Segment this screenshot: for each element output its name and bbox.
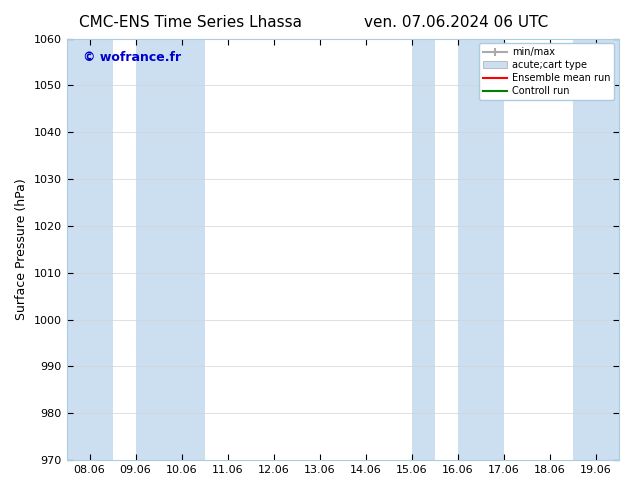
Text: ven. 07.06.2024 06 UTC: ven. 07.06.2024 06 UTC [365,15,548,30]
Bar [412,39,435,460]
Bar [573,39,619,460]
Text: CMC-ENS Time Series Lhassa: CMC-ENS Time Series Lhassa [79,15,302,30]
Bar [67,39,113,460]
Y-axis label: Surface Pressure (hPa): Surface Pressure (hPa) [15,178,28,320]
Text: © wofrance.fr: © wofrance.fr [83,51,181,64]
Bar [458,39,504,460]
Legend: min/max, acute;cart type, Ensemble mean run, Controll run: min/max, acute;cart type, Ensemble mean … [479,44,614,100]
Bar [136,39,205,460]
